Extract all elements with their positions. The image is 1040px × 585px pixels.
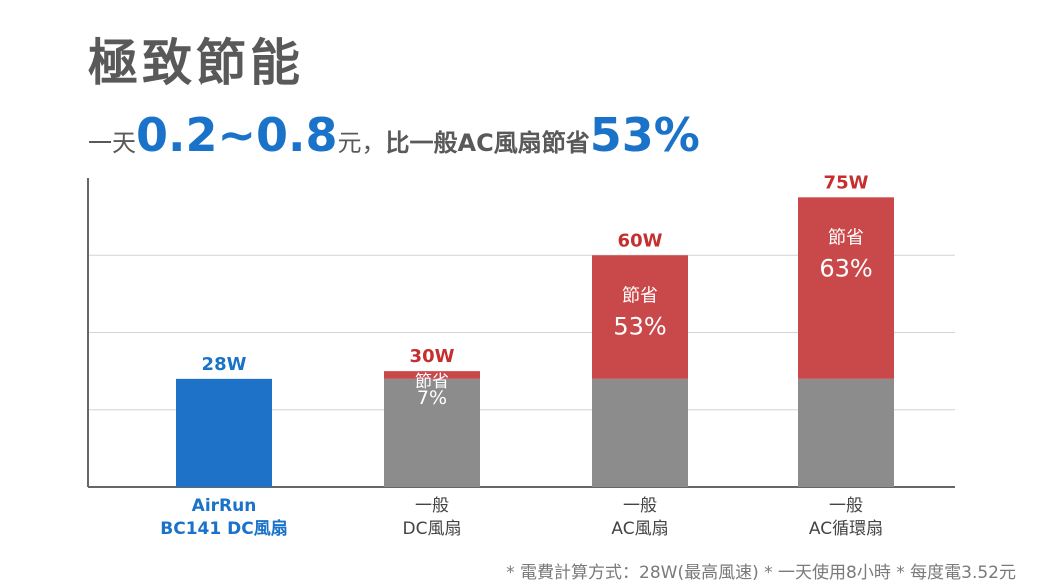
subtitle: 一天0.2~0.8元，比一般AC風扇節省53%: [88, 112, 700, 158]
category-label-line1-3: 一般: [623, 496, 657, 516]
savings-title-3: 節省: [622, 285, 658, 306]
bar-total-label-4: 75W: [824, 172, 869, 193]
subtitle-separator: ，: [361, 129, 386, 157]
bar-base-3: [592, 378, 688, 487]
savings-percent-2: 7%: [417, 387, 447, 409]
bar-base-2: [384, 378, 480, 487]
subtitle-range: 0.2~0.8: [136, 108, 338, 162]
bar-base-1: [176, 378, 272, 487]
category-label-line1-2: 一般: [415, 496, 449, 516]
footnote: * 電費計算方式：28W(最高風速) * 一天使用8小時 * 每度電3.52元: [506, 563, 1016, 583]
subtitle-compare: 比一般AC風扇節省: [385, 129, 590, 157]
bar-savings-4: [798, 197, 894, 379]
category-label-line2-2: DC風扇: [403, 519, 462, 539]
category-label-line2-3: AC風扇: [611, 519, 668, 539]
category-label-line2-1: BC141 DC風扇: [160, 518, 287, 539]
savings-title-4: 節省: [828, 227, 864, 248]
subtitle-prefix: 一天: [88, 129, 136, 157]
page-title: 極致節能: [88, 34, 304, 92]
bar-base-4: [798, 378, 894, 487]
category-label-line1-4: 一般: [829, 496, 863, 516]
bar-total-label-1: 28W: [202, 354, 247, 375]
subtitle-percent: 53%: [589, 108, 700, 162]
savings-title-2: 節省: [415, 372, 449, 392]
savings-percent-3: 53%: [613, 312, 666, 340]
category-label-line1-1: AirRun: [192, 496, 257, 516]
bar-total-label-2: 30W: [410, 346, 455, 367]
category-label-line2-4: AC循環扇: [809, 519, 883, 539]
bar-savings-3: [592, 255, 688, 379]
bar-total-label-3: 60W: [618, 230, 663, 251]
bar-savings-2: [384, 371, 480, 379]
subtitle-unit: 元: [337, 129, 362, 157]
savings-percent-4: 63%: [819, 254, 872, 282]
